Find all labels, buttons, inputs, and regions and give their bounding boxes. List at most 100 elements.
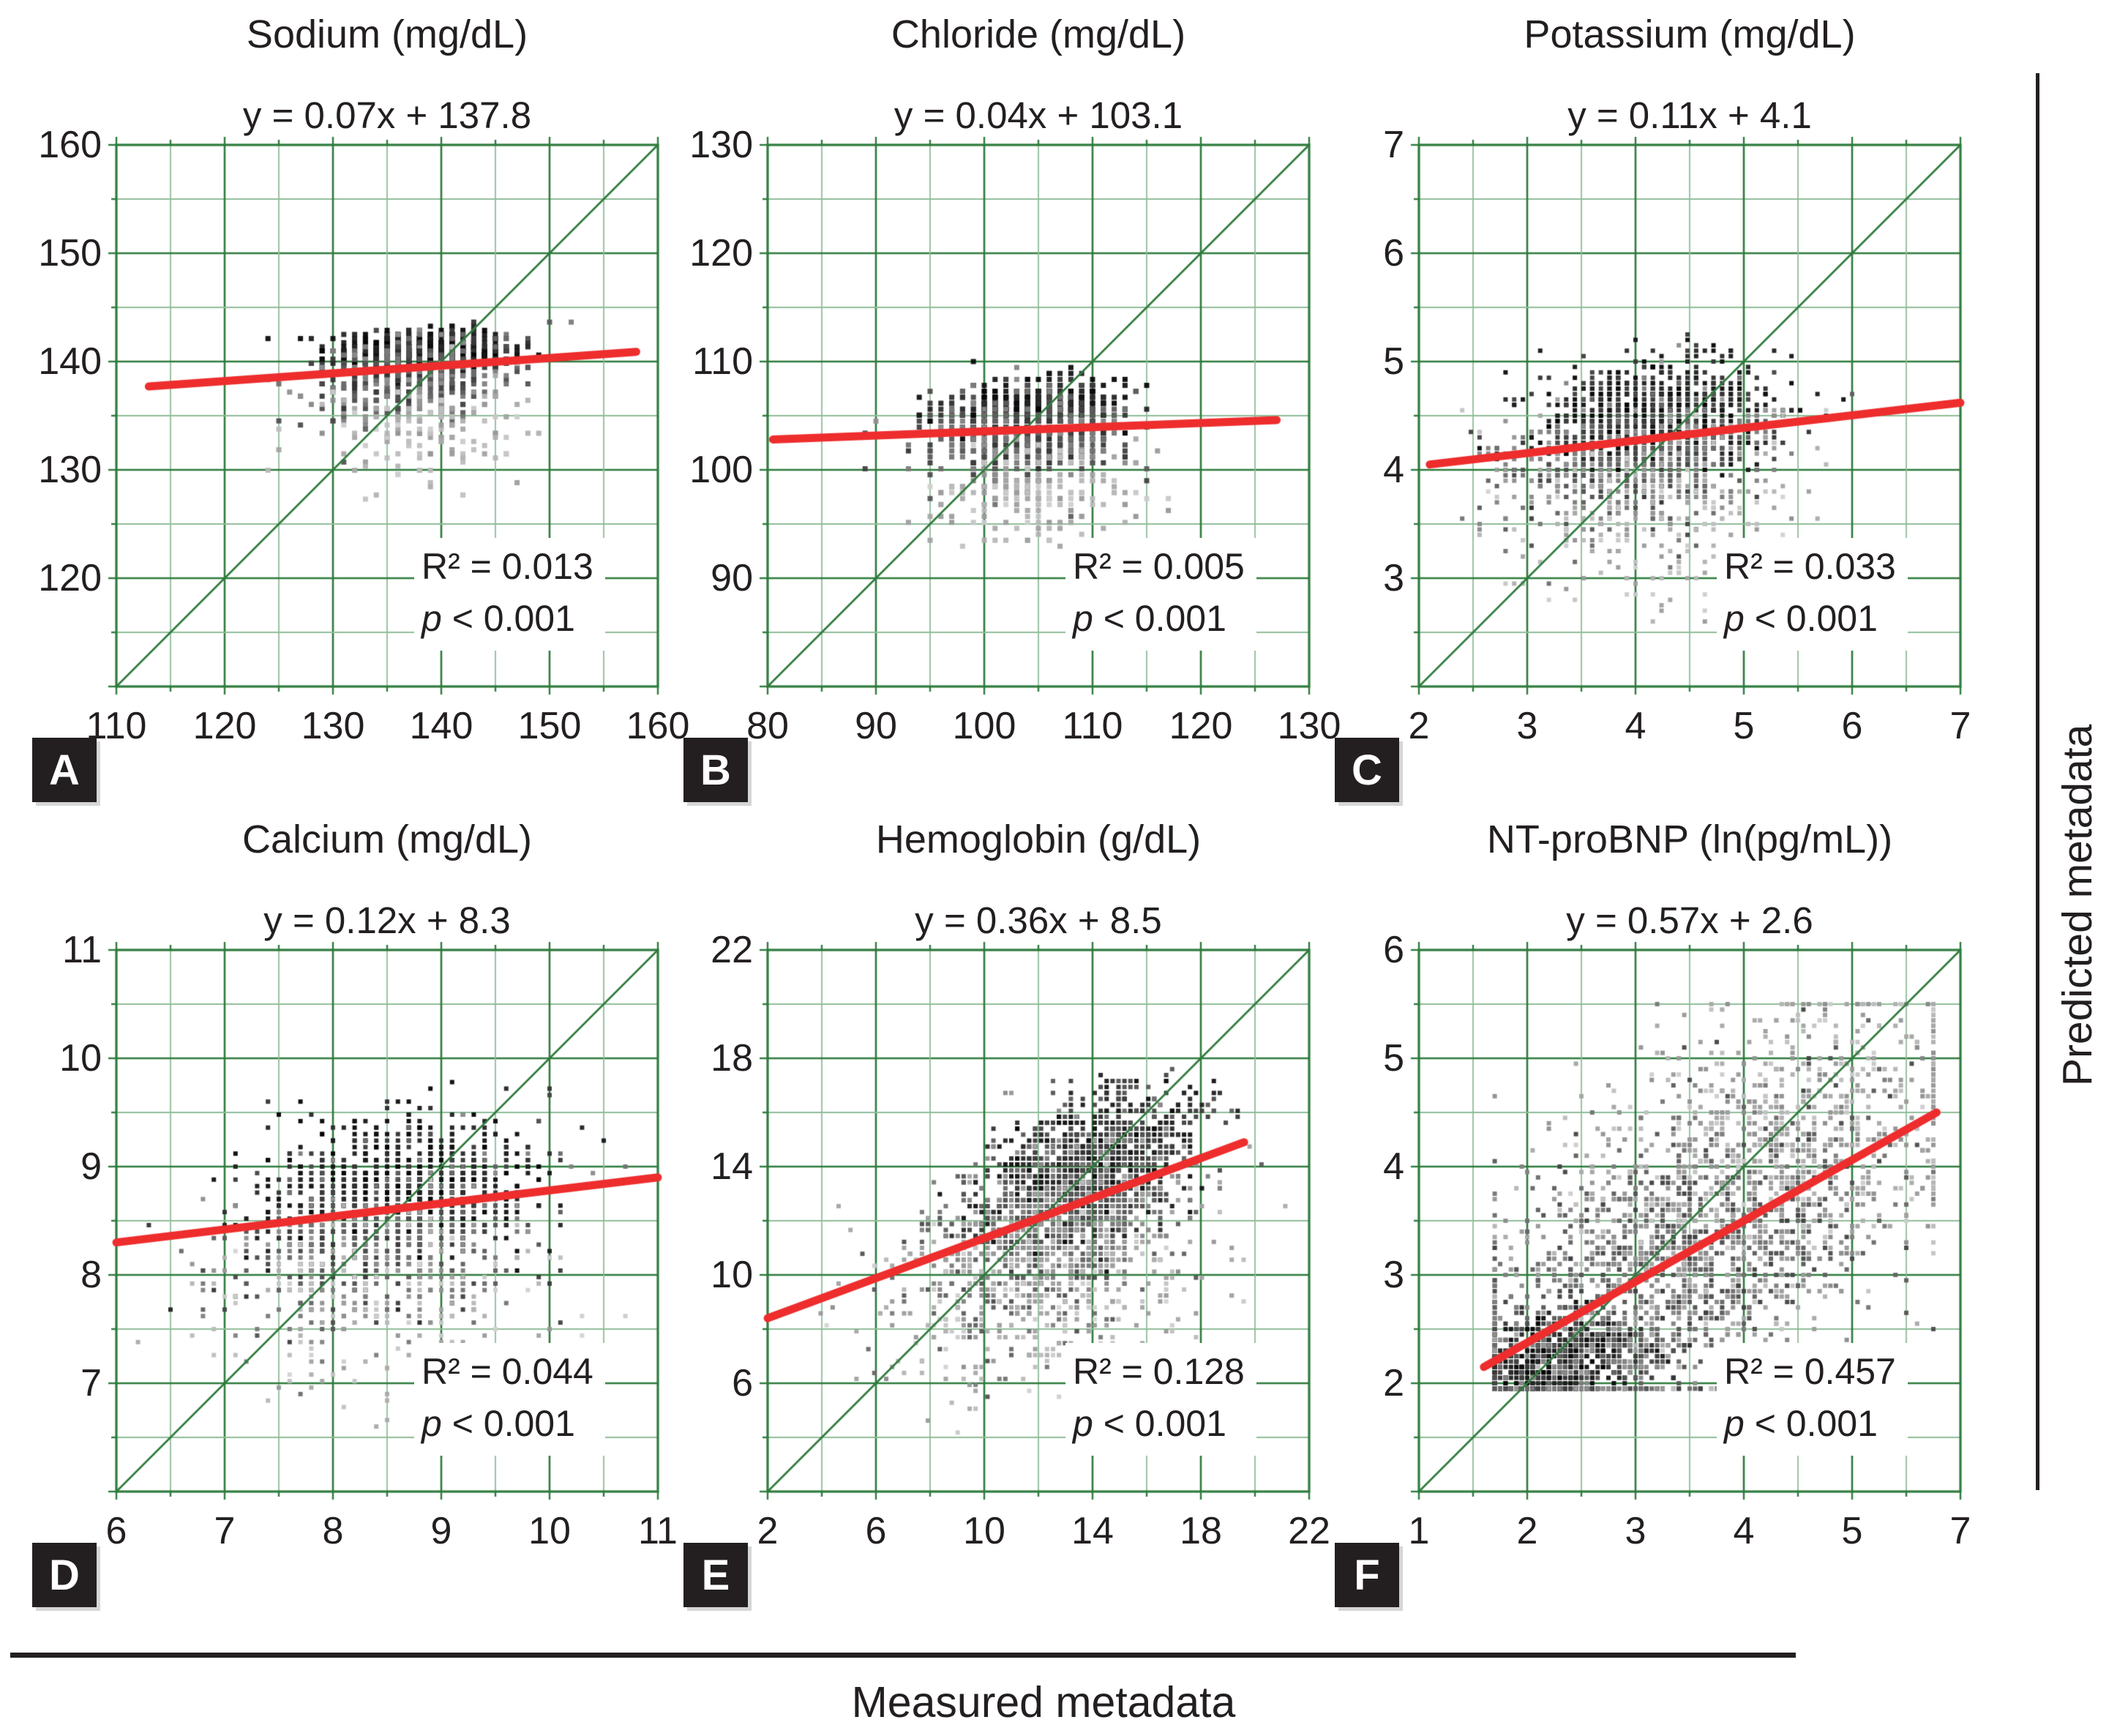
- y-tick-label: 3: [1383, 1254, 1404, 1296]
- y-tick-label: 7: [80, 1362, 102, 1404]
- stats-annotation: R² = 0.005 p < 0.001: [1065, 537, 1256, 651]
- panel-letter-badge: F: [1335, 1543, 1399, 1607]
- stats-annotation: R² = 0.457 p < 0.001: [1717, 1342, 1908, 1456]
- p-value: p < 0.001: [1073, 1402, 1226, 1444]
- y-tick-label: 2: [1383, 1362, 1404, 1404]
- predicted-metadata-label: Predicted metadata: [2054, 724, 2101, 1086]
- x-tick-label: 18: [1180, 1510, 1222, 1552]
- y-tick-label: 4: [1383, 449, 1404, 491]
- panel-title: Sodium (mg/dL): [246, 12, 528, 56]
- y-tick-label: 7: [1383, 124, 1404, 166]
- y-tick-label: 160: [38, 124, 102, 166]
- r-squared-value: R² = 0.013: [422, 545, 593, 587]
- r-squared-value: R² = 0.457: [1724, 1350, 1896, 1392]
- y-tick-label: 10: [59, 1037, 102, 1080]
- y-tick-label: 130: [38, 449, 102, 491]
- x-tick-label: 9: [430, 1510, 452, 1552]
- x-tick-label: 10: [963, 1510, 1005, 1552]
- stats-annotation: R² = 0.044 p < 0.001: [414, 1342, 605, 1456]
- x-tick-label: 11: [638, 1510, 678, 1552]
- x-tick-label: 4: [1733, 1510, 1755, 1552]
- y-tick-label: 5: [1383, 1037, 1404, 1080]
- scatter-panel: Chloride (mg/dL) y = 0.04x + 103.1 R² = …: [659, 4, 1341, 809]
- regression-equation: y = 0.12x + 8.3: [263, 899, 511, 941]
- y-tick-label: 4: [1383, 1145, 1404, 1188]
- y-tick-label: 8: [80, 1254, 102, 1296]
- x-tick-label: 6: [1841, 705, 1863, 747]
- regression-equation: y = 0.57x + 2.6: [1566, 899, 1813, 941]
- p-value: p < 0.001: [1724, 597, 1878, 639]
- plot-area: R² = 0.128 p < 0.001 2 6 10 14 18 22 22 18 14 10 6: [711, 929, 1330, 1552]
- panel-letter-badge: E: [683, 1543, 748, 1607]
- x-tick-label: 2: [757, 1510, 779, 1552]
- panel-letter-badge: C: [1335, 738, 1399, 802]
- scatter-panel: Hemoglobin (g/dL) y = 0.36x + 8.5 R² = 0…: [659, 809, 1330, 1615]
- scatter-panel: Calcium (mg/dL) y = 0.12x + 8.3 R² = 0.0…: [7, 809, 678, 1615]
- x-tick-label: 7: [1949, 1510, 1971, 1552]
- y-tick-label: 9: [80, 1145, 102, 1188]
- r-squared-value: R² = 0.033: [1724, 545, 1896, 587]
- x-tick-label: 80: [746, 705, 789, 747]
- y-tick-label: 120: [689, 232, 753, 274]
- x-tick-label: 5: [1733, 705, 1755, 747]
- x-tick-label: 90: [855, 705, 897, 747]
- y-tick-label: 3: [1383, 557, 1404, 599]
- r-squared-value: R² = 0.044: [422, 1350, 593, 1392]
- regression-equation: y = 0.07x + 137.8: [242, 94, 532, 136]
- x-tick-label: 3: [1516, 705, 1538, 747]
- x-tick-label: 130: [301, 705, 365, 747]
- y-tick-label: 5: [1383, 340, 1404, 383]
- panel-grid: Sodium (mg/dL) y = 0.07x + 137.8 R² = 0.…: [7, 4, 1971, 1615]
- x-tick-label: 4: [1625, 705, 1646, 747]
- y-tick-label: 100: [689, 449, 753, 491]
- y-tick-label: 150: [38, 232, 102, 274]
- panel-title: Potassium (mg/dL): [1524, 12, 1856, 56]
- y-tick-label: 14: [711, 1145, 753, 1188]
- p-value: p < 0.001: [1073, 597, 1226, 639]
- plot-area: R² = 0.013 p < 0.001 110 120 130 140 150 160 1…: [38, 124, 689, 747]
- y-tick-label: 90: [711, 557, 753, 599]
- x-tick-label: 2: [1408, 705, 1430, 747]
- x-tick-label: 160: [626, 705, 690, 747]
- scatter-panel: Potassium (mg/dL) y = 0.11x + 4.1 R² = 0…: [1310, 4, 1971, 809]
- panel-letter-badge: A: [32, 738, 97, 802]
- p-value: p < 0.001: [1724, 1402, 1878, 1444]
- panel-title: Calcium (mg/dL): [241, 818, 533, 861]
- y-tick-label: 120: [38, 557, 102, 599]
- x-tick-label: 120: [1169, 705, 1233, 747]
- x-tick-label: 10: [528, 1510, 571, 1552]
- y-tick-label: 6: [732, 1362, 753, 1404]
- plot-area: R² = 0.457 p < 0.001 1 2 3 4 5 7 6 5 4 3 2: [1383, 929, 1971, 1552]
- x-tick-label: 6: [105, 1510, 127, 1552]
- x-tick-label: 110: [1062, 705, 1123, 747]
- x-tick-label: 100: [952, 705, 1016, 747]
- right-axis-bracket-line: [2036, 73, 2039, 1490]
- y-tick-label: 110: [692, 340, 753, 383]
- y-tick-label: 6: [1383, 232, 1404, 274]
- x-tick-label: 2: [1516, 1510, 1538, 1552]
- measured-metadata-label: Measured metadata: [851, 1678, 1236, 1726]
- panel-title: Hemoglobin (g/dL): [875, 818, 1202, 861]
- p-value: p < 0.001: [422, 597, 575, 639]
- x-tick-label: 6: [865, 1510, 887, 1552]
- y-tick-label: 22: [711, 929, 753, 971]
- stats-annotation: R² = 0.013 p < 0.001: [414, 537, 605, 651]
- r-squared-value: R² = 0.005: [1073, 545, 1245, 587]
- regression-equation: y = 0.36x + 8.5: [915, 899, 1162, 941]
- x-tick-label: 130: [1277, 705, 1341, 747]
- x-tick-label: 140: [409, 705, 473, 747]
- plot-area: R² = 0.005 p < 0.001 80 90 100 110 120 130 130…: [689, 124, 1341, 747]
- stats-annotation: R² = 0.128 p < 0.001: [1065, 1342, 1256, 1456]
- panel-letter-badge: D: [32, 1543, 97, 1607]
- regression-equation: y = 0.04x + 103.1: [893, 94, 1183, 136]
- stats-annotation: R² = 0.033 p < 0.001: [1717, 537, 1908, 651]
- plot-area: R² = 0.033 p < 0.001 2 3 4 5 6 7 7 6 5 4 3: [1383, 124, 1971, 747]
- x-tick-label: 14: [1071, 1510, 1114, 1552]
- panel-title: Chloride (mg/dL): [891, 12, 1186, 56]
- x-tick-label: 1: [1408, 1510, 1430, 1552]
- x-tick-label: 150: [517, 705, 582, 747]
- x-tick-label: 120: [192, 705, 257, 747]
- panel-title: NT-proBNP (ln(pg/mL)): [1486, 818, 1893, 861]
- x-tick-label: 3: [1625, 1510, 1646, 1552]
